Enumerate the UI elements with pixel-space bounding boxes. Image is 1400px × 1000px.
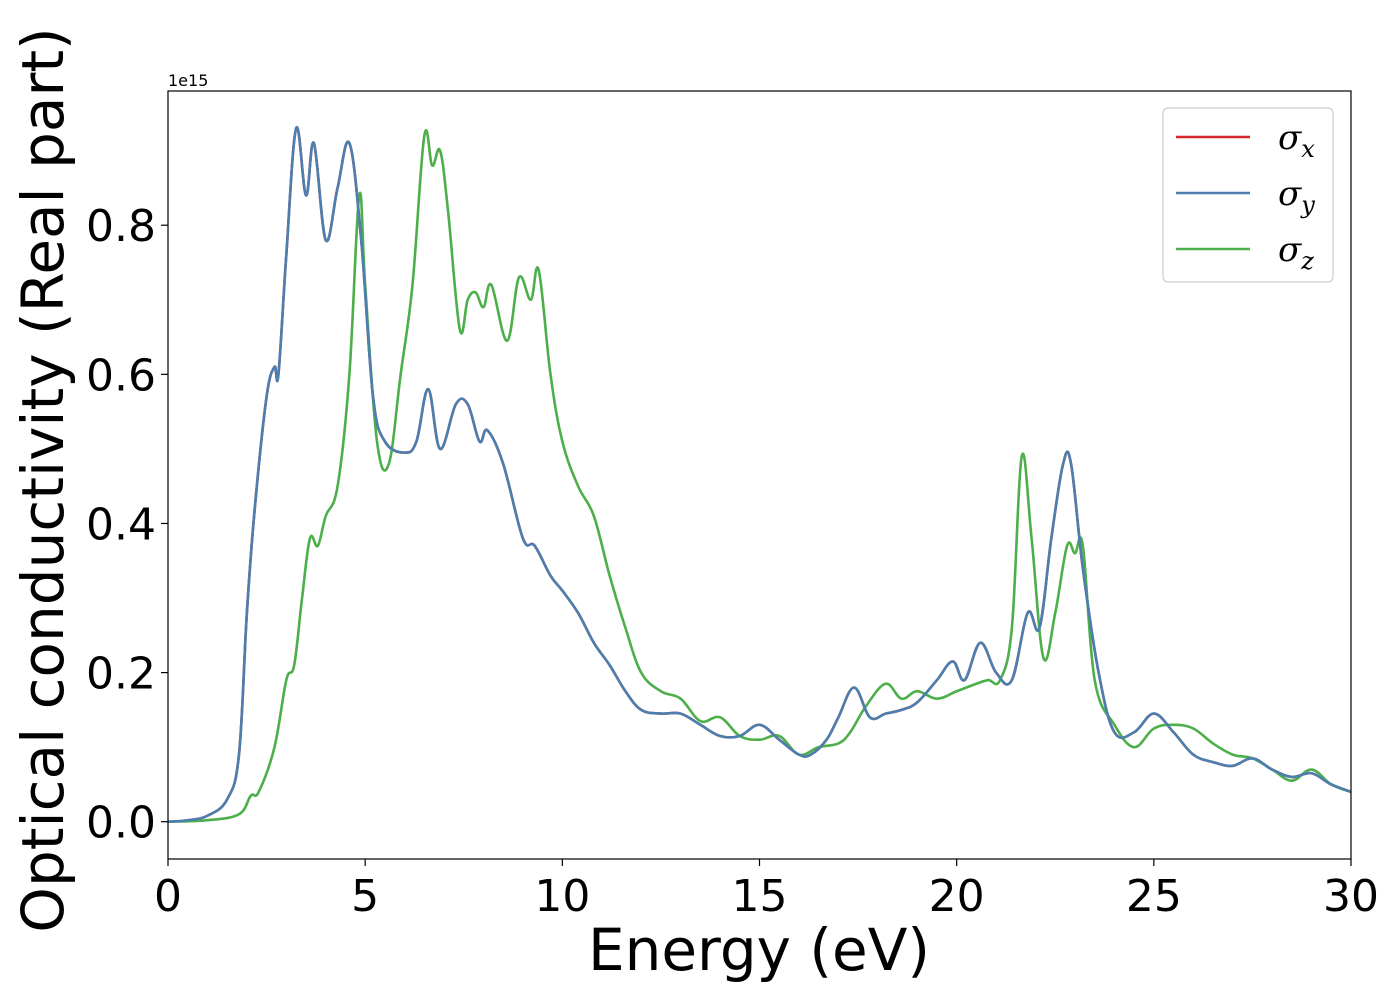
series-line-y — [168, 126, 1351, 824]
axes-layer: 0 5 10 15 20 25 30 0.0 0.2 0.4 0.6 0.8 — [86, 90, 1379, 922]
x-tick-label: 10 — [534, 871, 590, 922]
legend: σx σy σz — [1162, 107, 1334, 283]
x-axis-label: Energy (eV) — [588, 916, 930, 984]
x-tick-label: 30 — [1323, 871, 1379, 922]
y-offset-label: 1e15 — [168, 71, 208, 90]
legend-label-y: σy — [1278, 174, 1315, 219]
y-tick-label: 0.0 — [86, 798, 156, 849]
x-tick-label: 25 — [1126, 871, 1182, 922]
legend-label-z: σz — [1278, 230, 1314, 275]
legend-box — [1162, 107, 1334, 283]
x-tick-label: 5 — [351, 871, 379, 922]
y-tick-label: 0.2 — [86, 649, 156, 700]
legend-label-x: σx — [1278, 118, 1315, 163]
series-layer — [168, 126, 1351, 824]
x-tick-label: 0 — [154, 871, 182, 922]
y-tick-label: 0.8 — [86, 201, 156, 252]
y-tick-label: 0.4 — [86, 499, 156, 550]
series-line-z — [168, 129, 1351, 824]
x-tick-label: 15 — [732, 871, 788, 922]
y-tick-label: 0.6 — [86, 350, 156, 401]
y-axis-label: Optical conductivity (Real part) — [9, 27, 77, 932]
x-tick-label: 20 — [929, 871, 985, 922]
